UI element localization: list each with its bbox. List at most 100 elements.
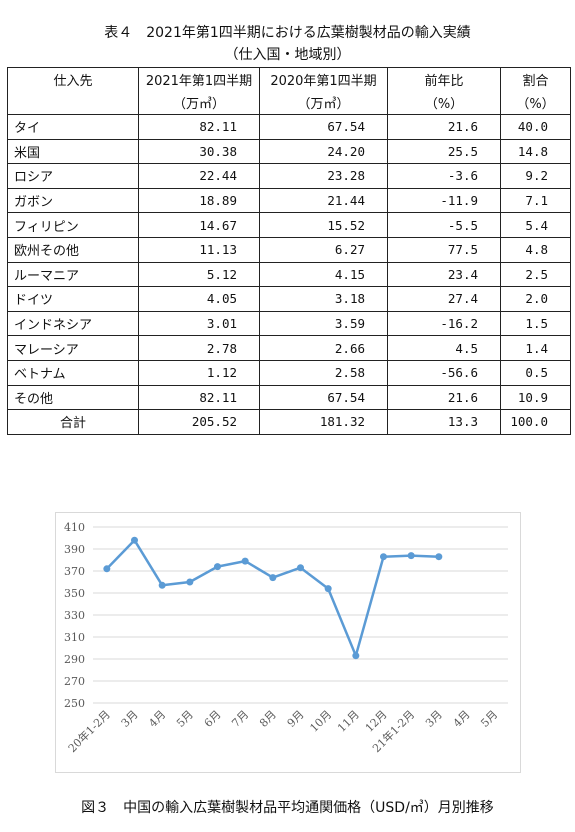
header-unit-cell: （%） — [388, 91, 501, 115]
x-tick-label: 9月 — [285, 708, 307, 730]
value-cell-share: 2.5 — [501, 262, 571, 287]
data-point — [186, 579, 193, 586]
value-cell-y2020: 67.54 — [260, 385, 388, 410]
value-cell-y2020: 3.18 — [260, 287, 388, 312]
x-tick-label: 3月 — [423, 708, 445, 730]
y-tick-label: 310 — [64, 631, 85, 644]
country-cell: ベトナム — [8, 360, 139, 385]
country-cell: ガボン — [8, 188, 139, 213]
data-point — [214, 563, 221, 570]
country-cell: フィリピン — [8, 213, 139, 238]
header-cell: 仕入先 — [8, 68, 139, 92]
value-cell-share: 9.2 — [501, 164, 571, 189]
value-cell-y2020: 23.28 — [260, 164, 388, 189]
value-cell-share: 14.8 — [501, 139, 571, 164]
data-point — [408, 552, 415, 559]
value-cell-yoy: 77.5 — [388, 237, 501, 262]
series-line — [107, 540, 439, 656]
table-title: 表４ 2021年第1四半期における広葉樹製材品の輸入実績 — [0, 22, 575, 42]
y-tick-label: 390 — [64, 543, 85, 556]
data-point — [269, 574, 276, 581]
header-unit-cell — [8, 91, 139, 115]
country-cell: インドネシア — [8, 311, 139, 336]
country-cell: ドイツ — [8, 287, 139, 312]
data-point — [242, 558, 249, 565]
table-row: その他 82.11 67.54 21.6 10.9 — [8, 385, 571, 410]
y-tick-label: 350 — [64, 587, 85, 600]
table-row: フィリピン 14.67 15.52 -5.5 5.4 — [8, 213, 571, 238]
data-point — [325, 585, 332, 592]
x-tick-label: 20年1-2月 — [65, 707, 113, 755]
value-cell-y2021: 11.13 — [139, 237, 260, 262]
table-row: ベトナム 1.12 2.58 -56.6 0.5 — [8, 360, 571, 385]
y-tick-label: 270 — [64, 675, 85, 688]
value-cell-y2021: 82.11 — [139, 115, 260, 140]
header-unit-cell: （万㎥） — [139, 91, 260, 115]
value-cell-share: 5.4 — [501, 213, 571, 238]
table-row: ロシア 22.44 23.28 -3.6 9.2 — [8, 164, 571, 189]
value-cell-yoy: -11.9 — [388, 188, 501, 213]
value-cell-share: 7.1 — [501, 188, 571, 213]
data-point — [380, 553, 387, 560]
x-tick-label: 5月 — [174, 708, 196, 730]
total-row: 合計 205.52 181.32 13.3 100.0 — [8, 410, 571, 435]
value-cell-yoy: -3.6 — [388, 164, 501, 189]
data-point — [103, 565, 110, 572]
value-cell-y2021: 5.12 — [139, 262, 260, 287]
value-cell-yoy: -5.5 — [388, 213, 501, 238]
data-point — [435, 553, 442, 560]
value-cell-yoy: -16.2 — [388, 311, 501, 336]
value-cell-share: 0.5 — [501, 360, 571, 385]
value-cell-y2021: 22.44 — [139, 164, 260, 189]
country-cell: マレーシア — [8, 336, 139, 361]
value-cell-y2020: 24.20 — [260, 139, 388, 164]
data-point — [159, 582, 166, 589]
x-tick-label: 11月 — [335, 708, 362, 735]
value-cell-y2021: 14.67 — [139, 213, 260, 238]
header-cell: 割合 — [501, 68, 571, 92]
y-tick-label: 330 — [64, 609, 85, 622]
x-tick-label: 3月 — [119, 708, 141, 730]
table-subtitle: （仕入国・地域別） — [0, 44, 575, 64]
value-cell-y2020: 15.52 — [260, 213, 388, 238]
header-unit-cell: （%） — [501, 91, 571, 115]
country-cell: その他 — [8, 385, 139, 410]
value-cell-y2020: 2.58 — [260, 360, 388, 385]
country-cell: 欧州その他 — [8, 237, 139, 262]
value-cell-y2021: 30.38 — [139, 139, 260, 164]
country-cell: 合計 — [8, 410, 139, 435]
value-cell-yoy: 25.5 — [388, 139, 501, 164]
data-point — [131, 537, 138, 544]
table-header-unit-row: （万㎥） （万㎥） （%） （%） — [8, 91, 571, 115]
chart-frame: 250 270 290 310 330 350 370 390 410 20年1-2月 3月 4月 5月… — [55, 512, 521, 773]
value-cell-share: 2.0 — [501, 287, 571, 312]
table-row: 米国 30.38 24.20 25.5 14.8 — [8, 139, 571, 164]
y-tick-label: 290 — [64, 653, 85, 666]
header-cell: 2021年第1四半期 — [139, 68, 260, 92]
y-tick-label: 250 — [64, 697, 85, 710]
value-cell-y2020: 21.44 — [260, 188, 388, 213]
x-tick-label: 8月 — [257, 708, 279, 730]
header-unit-cell: （万㎥） — [260, 91, 388, 115]
value-cell-share: 10.9 — [501, 385, 571, 410]
table-row: ガボン 18.89 21.44 -11.9 7.1 — [8, 188, 571, 213]
value-cell-y2020: 6.27 — [260, 237, 388, 262]
x-tick-label: 5月 — [478, 708, 500, 730]
country-cell: ロシア — [8, 164, 139, 189]
import-table: 仕入先 2021年第1四半期 2020年第1四半期 前年比 割合 （万㎥） （万… — [7, 67, 571, 435]
value-cell-share: 4.8 — [501, 237, 571, 262]
country-cell: タイ — [8, 115, 139, 140]
figure-caption: 図３ 中国の輸入広葉樹製材品平均通関価格（USD/㎥）月別推移 — [0, 797, 575, 817]
value-cell-y2021: 82.11 — [139, 385, 260, 410]
x-tick-label: 4月 — [146, 708, 168, 730]
header-cell: 前年比 — [388, 68, 501, 92]
value-cell-y2021: 1.12 — [139, 360, 260, 385]
data-point — [352, 652, 359, 659]
y-tick-label: 410 — [64, 521, 85, 534]
y-tick-label: 370 — [64, 565, 85, 578]
value-cell-yoy: 23.4 — [388, 262, 501, 287]
value-cell-share: 100.0 — [501, 410, 571, 435]
value-cell-y2021: 3.01 — [139, 311, 260, 336]
x-tick-label: 4月 — [451, 708, 473, 730]
